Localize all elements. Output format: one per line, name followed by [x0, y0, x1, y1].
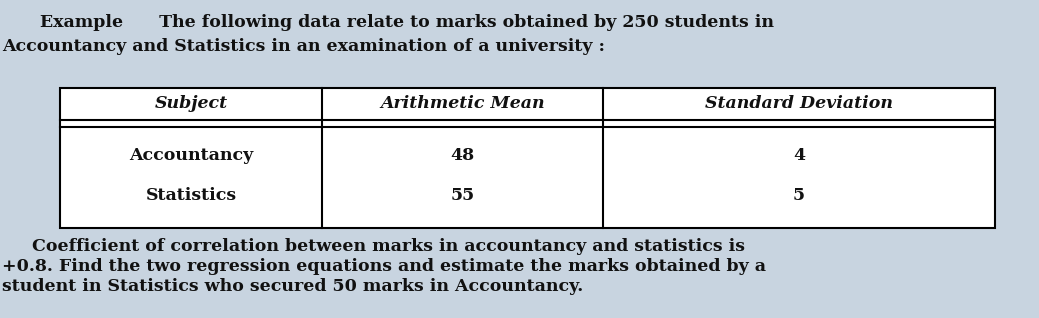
Text: Arithmetic Mean: Arithmetic Mean [380, 95, 544, 113]
Text: 55: 55 [450, 188, 475, 204]
Text: 5: 5 [793, 188, 805, 204]
Text: Standard Deviation: Standard Deviation [705, 95, 893, 113]
Text: Accountancy: Accountancy [129, 147, 254, 163]
Text: Example      The following data relate to marks obtained by 250 students in: Example The following data relate to mar… [39, 14, 774, 31]
Text: 4: 4 [793, 147, 805, 163]
Text: +0.8. Find the two regression equations and estimate the marks obtained by a: +0.8. Find the two regression equations … [2, 258, 766, 275]
Text: Statistics: Statistics [145, 188, 237, 204]
Text: Subject: Subject [155, 95, 228, 113]
Text: student in Statistics who secured 50 marks in Accountancy.: student in Statistics who secured 50 mar… [2, 278, 583, 295]
Bar [60, 88, 995, 228]
Text: 48: 48 [450, 147, 475, 163]
Text: Accountancy and Statistics in an examination of a university :: Accountancy and Statistics in an examina… [2, 38, 605, 55]
Text: Coefficient of correlation between marks in accountancy and statistics is: Coefficient of correlation between marks… [8, 238, 745, 255]
